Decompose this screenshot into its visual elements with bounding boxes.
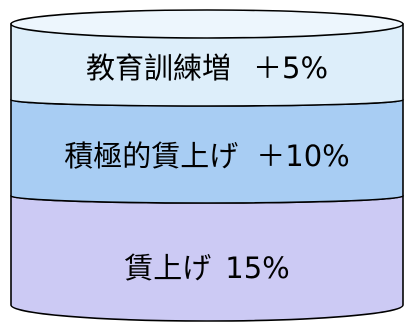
segment-middle-text: 積極的賃上げ ＋10% <box>64 139 349 173</box>
segment-middle-body <box>10 99 404 204</box>
segment-base-text: 賃上げ 15% <box>124 251 289 285</box>
segment-base-label: 賃上げ <box>124 251 211 285</box>
segment-training-increase: 教育訓練増 ＋5% <box>10 9 404 107</box>
segment-middle-label: 積極的賃上げ <box>64 139 238 173</box>
segment-top-label: 教育訓練増 <box>86 51 231 85</box>
segment-top-text: 教育訓練増 ＋5% <box>86 51 328 85</box>
segment-base-body <box>10 195 404 322</box>
segment-top-cap <box>10 9 404 39</box>
segment-top-body <box>10 23 404 107</box>
segment-active-wage-increase: 積極的賃上げ ＋10% <box>10 93 404 204</box>
segment-base-wage-increase: 賃上げ 15% <box>10 188 404 322</box>
segment-middle-value: ＋10% <box>256 139 349 173</box>
segment-top-value: ＋5% <box>253 51 328 85</box>
segment-base-value: 15% <box>225 251 289 285</box>
